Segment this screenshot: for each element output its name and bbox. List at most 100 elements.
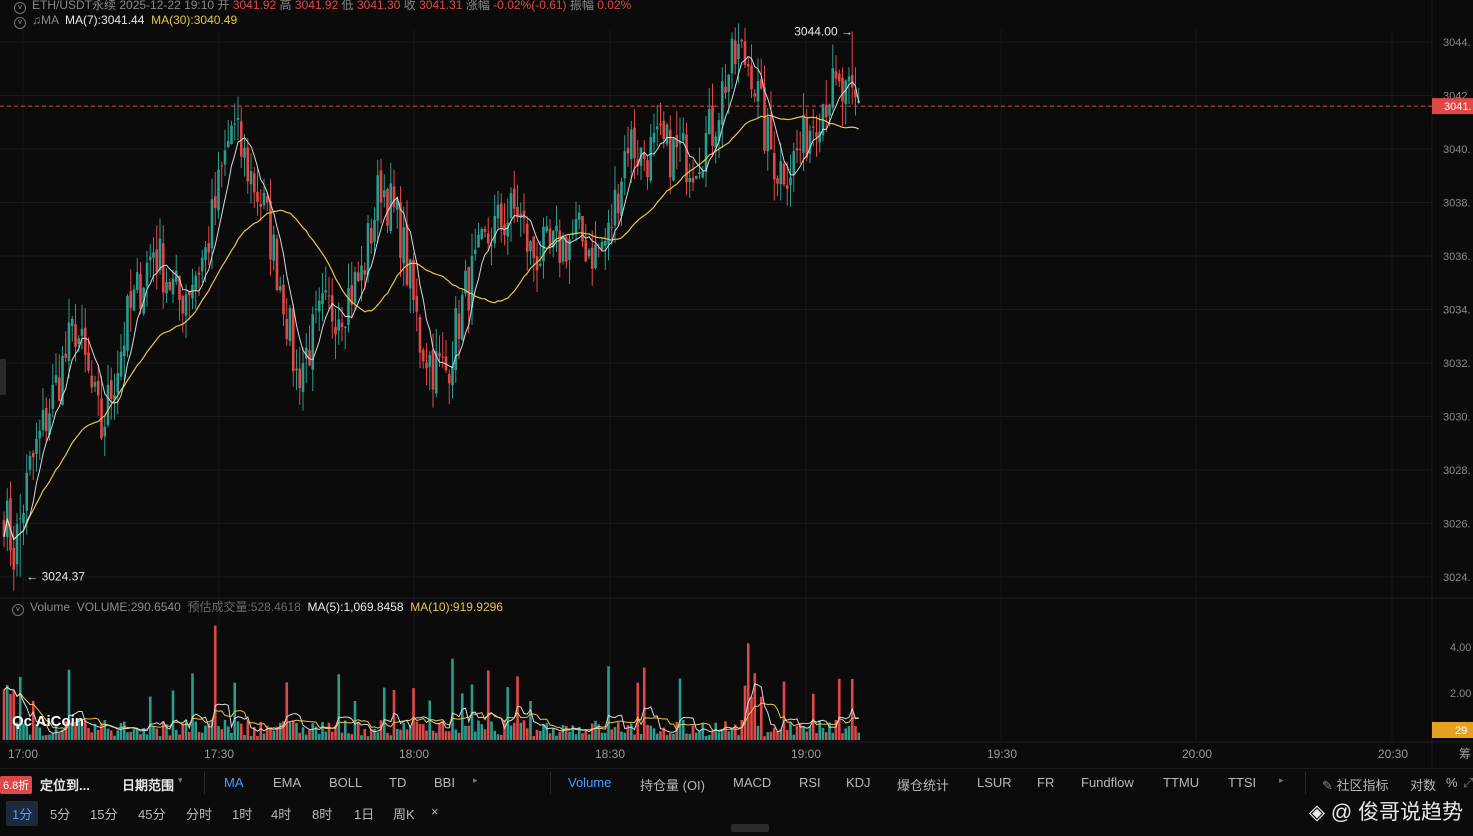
candle-body [343,326,347,328]
timeframe-4[interactable]: 分时 [186,807,213,822]
candle-body [145,262,149,287]
volume-bar [532,735,536,740]
volume-bar [83,720,87,740]
candle-body [668,129,672,178]
close-value: 3041.31 [419,0,463,12]
resize-handle[interactable] [731,824,769,832]
volume-bar [766,732,770,740]
volume-bar [782,681,786,740]
candle-body [425,362,428,369]
volume-bar [246,722,250,740]
main-indicator-2[interactable]: BOLL [329,775,363,790]
volume-bar [720,728,724,740]
sub-indicator-7[interactable]: FR [1037,775,1055,790]
expand-icon[interactable]: ⤢ [1463,775,1473,790]
candle-body [737,44,740,60]
locate-button[interactable]: 定位到... [40,778,90,793]
open-value: 3041.92 [232,0,277,12]
volume-bar [522,720,526,740]
chevron-right-icon[interactable]: ▸ [473,775,478,785]
volume-bar [61,729,64,740]
bell-icon[interactable]: ♫ [32,13,41,27]
percent-toggle[interactable]: % [1446,775,1458,790]
sub-indicator-8[interactable]: Fundflow [1081,775,1134,790]
sub-indicator-3[interactable]: RSI [799,775,821,790]
low-marker: ← 3024.37 [26,570,85,584]
main-indicator-4[interactable]: BBI [434,775,455,790]
sub-indicator-6[interactable]: LSUR [977,775,1012,790]
community-indicators-button[interactable]: ✎ 社区指标 [1322,775,1389,794]
timeframe-1[interactable]: 5分 [50,807,71,822]
candle-body [139,274,142,309]
candle-body [802,115,805,153]
time-tick-label: 18:30 [595,747,625,761]
candle-body [301,362,305,393]
volume-bar [701,722,705,740]
low-value: 3041.30 [357,0,401,12]
candle-body [529,241,532,252]
price-tick-label: 3028. [1443,465,1471,477]
sub-indicator-9[interactable]: TTMU [1163,775,1200,790]
candle-body [217,169,220,211]
sub-indicator-0[interactable]: Volume [568,775,612,790]
candle-body [743,41,747,65]
timeframe-7[interactable]: 8时 [312,807,333,822]
candle-body [805,118,809,158]
volume-bar [259,721,263,740]
volume-bar [548,733,552,740]
chevron-down-icon[interactable]: ▾ [178,775,183,785]
close-icon[interactable]: × [431,804,439,819]
ma-label[interactable]: MA [41,13,59,27]
candle-body [18,518,22,520]
candle-body [483,228,487,232]
chevron-right-icon[interactable]: ▸ [1279,775,1284,785]
candle-body [428,354,432,367]
change-label: 涨幅 [465,0,490,12]
sub-indicator-5[interactable]: 爆仓统计 [897,778,950,793]
candle-body [158,238,162,271]
candle-body [766,116,770,152]
volume-ma10-line [3,686,859,731]
date-range-button[interactable]: 日期范围 [122,778,175,793]
sub-indicator-2[interactable]: MACD [733,775,772,790]
timeframe-9[interactable]: 周K [393,807,415,822]
timeframe-2[interactable]: 15分 [90,807,118,822]
candle-body [269,201,272,260]
collapse-icon[interactable]: ˅ [14,17,26,29]
candle-body [64,353,68,358]
candle-body [512,188,516,209]
sub-indicator-10[interactable]: TTSI [1228,775,1257,790]
volume-bar [460,693,464,740]
aicoin-icon: Ϙc [12,713,36,730]
collapse-icon[interactable]: ˅ [14,2,26,14]
timeframe-8[interactable]: 1日 [354,807,375,822]
timeframe-3[interactable]: 45分 [138,807,166,822]
volume-label[interactable]: Volume [30,600,71,614]
volume-bar [126,732,129,740]
aicoin-logo: Ϙc AiCoin [12,713,84,730]
side-panel-handle[interactable] [0,359,6,395]
discount-badge[interactable]: 6.8折 [0,776,33,794]
candlestick-chart[interactable]: 3044.3042.3040.3038.3036.3034.3032.3030.… [0,0,1473,768]
timeframe-6[interactable]: 4时 [271,807,292,822]
main-indicator-1[interactable]: EMA [273,775,302,790]
volume-bar [655,733,659,740]
collapse-icon[interactable]: ˅ [12,604,24,616]
candle-body [616,193,620,214]
main-indicator-0[interactable]: MA [224,775,244,790]
timeframe-5[interactable]: 1时 [232,807,253,822]
candle-body [493,215,497,244]
main-indicator-3[interactable]: TD [389,775,407,790]
candle-body [655,126,659,130]
log-scale-toggle[interactable]: 对数 [1410,778,1437,793]
sub-indicator-1[interactable]: 持仓量 (OI) [640,778,705,793]
timeframe-0[interactable]: 1分 [6,801,39,826]
candle-body [473,249,477,254]
candle-body [317,300,321,312]
volume-bar [226,726,230,740]
candle-body [607,222,610,245]
volume-bar [106,728,110,740]
candle-body [12,547,16,570]
sub-indicator-4[interactable]: KDJ [846,775,871,790]
candle-body [80,328,84,336]
